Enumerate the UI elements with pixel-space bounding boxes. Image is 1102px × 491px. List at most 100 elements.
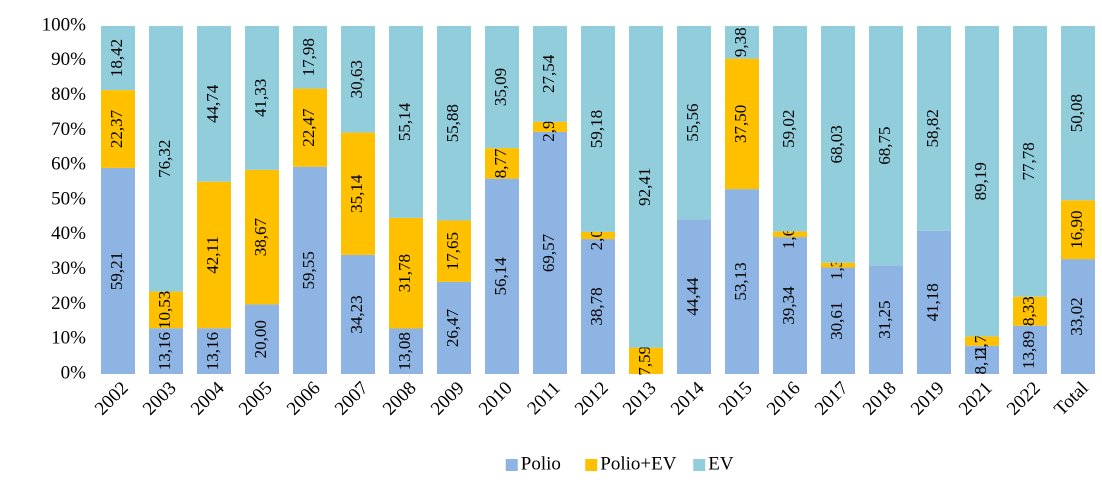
x-tick-label: 2008	[379, 378, 421, 420]
bar-segment	[581, 231, 615, 240]
x-tick-label: 2005	[235, 378, 277, 420]
bar-segment	[533, 131, 567, 374]
bar-segment	[965, 345, 999, 374]
bar-segment	[293, 88, 327, 167]
x-tick-label: 2010	[475, 378, 517, 420]
x-tick-label: 2016	[763, 378, 805, 420]
data-label: 13,08	[395, 332, 414, 370]
data-label: 10,53	[155, 291, 174, 329]
y-tick-label: 10%	[51, 328, 86, 349]
bar-segment	[869, 265, 903, 374]
data-label: 38,78	[587, 287, 606, 325]
data-label: 68,75	[875, 127, 894, 165]
bar-segment	[1013, 26, 1047, 297]
legend-label: EV	[708, 453, 734, 474]
bar-segment	[437, 281, 471, 374]
legend-swatch	[505, 459, 518, 471]
bar-segment	[821, 267, 855, 374]
data-label: 89,19	[971, 162, 990, 200]
data-label: 56,14	[491, 257, 510, 296]
legend-swatch	[693, 459, 706, 471]
bar-segment	[869, 26, 903, 266]
bar-segment	[485, 148, 519, 179]
y-tick-label: 80%	[51, 84, 86, 105]
data-label: 55,56	[683, 104, 702, 142]
x-tick-label: 2017	[811, 378, 853, 420]
bar-segment	[533, 25, 567, 122]
data-label: 30,63	[347, 60, 366, 98]
data-label: 68,03	[827, 125, 846, 163]
y-tick-label: 20%	[51, 293, 86, 314]
bar-segment	[197, 328, 231, 374]
data-label: 59,02	[779, 110, 798, 148]
data-label: 35,14	[347, 174, 366, 213]
data-label: 58,82	[923, 109, 942, 147]
data-label: 59,55	[299, 251, 318, 289]
legend-label: Polio+EV	[600, 453, 676, 474]
bar-segment	[725, 25, 759, 59]
bar-segment	[1061, 200, 1095, 260]
data-label: 50,08	[1067, 94, 1086, 132]
bar-segment	[773, 26, 807, 232]
bar-segment	[245, 26, 279, 170]
bar-segment	[197, 181, 231, 329]
bar-segment	[1061, 26, 1095, 201]
data-label: 26,47	[443, 308, 462, 347]
x-tick-label: 2022	[1003, 378, 1045, 420]
bar-segment	[341, 26, 375, 133]
data-label: 53,13	[731, 262, 750, 300]
x-tick-label: 2013	[619, 378, 661, 420]
data-label: 41,33	[251, 79, 270, 117]
bar-segment	[245, 169, 279, 305]
bar-segment	[533, 121, 567, 132]
data-label: 35,09	[491, 68, 510, 106]
bar-segment	[677, 219, 711, 374]
bar-segment	[629, 347, 663, 374]
data-label: 8,33	[1019, 296, 1038, 326]
data-label: 55,88	[443, 104, 462, 142]
y-tick-label: 0%	[61, 362, 87, 383]
x-tick-label: 2004	[187, 377, 229, 419]
bar-segment	[341, 254, 375, 374]
x-tick-label: 2014	[667, 377, 709, 419]
bar-segment	[149, 328, 183, 374]
x-tick-label: 2015	[715, 378, 757, 420]
bar-segment	[725, 58, 759, 190]
data-label: 31,25	[875, 301, 894, 339]
bar-segment	[101, 90, 135, 168]
data-label: 13,16	[203, 332, 222, 370]
x-tick-label: 2021	[955, 378, 997, 420]
data-label: 13,89	[1019, 331, 1038, 369]
data-label: 76,32	[155, 140, 174, 178]
y-tick-label: 90%	[51, 49, 86, 70]
data-label: 22,37	[107, 109, 126, 148]
bar-segment	[293, 166, 327, 374]
x-tick-label: 2006	[283, 378, 325, 420]
data-label: 37,50	[731, 105, 750, 143]
data-label: 31,78	[395, 254, 414, 292]
x-tick-label: 2012	[571, 378, 613, 420]
data-label: 59,18	[587, 110, 606, 148]
x-tick-label: 2018	[859, 378, 901, 420]
data-label: 13,16	[155, 332, 174, 370]
bar-segment	[677, 26, 711, 220]
data-label: 8,11	[971, 345, 990, 374]
data-label: 30,61	[827, 302, 846, 340]
bar-segment	[581, 26, 615, 232]
bar-segment	[773, 231, 807, 238]
data-label: 42,11	[203, 236, 222, 274]
x-tick-label: 2011	[523, 378, 564, 419]
data-label: 41,18	[923, 283, 942, 321]
data-label: 69,57	[539, 233, 558, 272]
data-label: 38,67	[251, 217, 270, 256]
y-tick-label: 100%	[42, 14, 87, 35]
y-tick-label: 40%	[51, 223, 86, 244]
data-label: 9,38	[731, 27, 750, 57]
bar-segment	[149, 291, 183, 329]
bar-segment	[485, 178, 519, 374]
x-tick-label: 2009	[427, 378, 469, 420]
data-label: 39,34	[779, 286, 798, 325]
bar-segment	[389, 26, 423, 218]
data-label: 8,77	[491, 148, 510, 178]
bar-segment	[965, 26, 999, 337]
